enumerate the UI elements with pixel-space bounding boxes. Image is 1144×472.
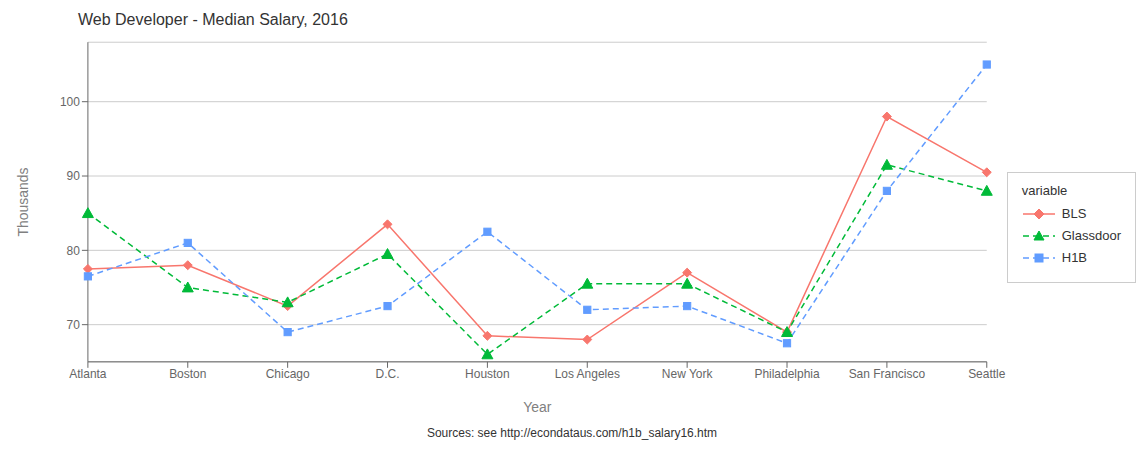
html-text:BLS: BLS <box>1061 206 1087 221</box>
svg-text:Los Angeles: Los Angeles <box>555 367 620 381</box>
html-text:H1B: H1B <box>1061 250 1087 265</box>
svg-text:New York: New York <box>662 367 713 381</box>
html-text:Web Developer - Median Salary,: Web Developer - Median Salary, 2016 <box>78 11 348 28</box>
svg-text:Boston: Boston <box>169 367 206 381</box>
svg-text:Atlanta: Atlanta <box>69 367 107 381</box>
svg-text:80: 80 <box>67 244 81 258</box>
svg-text:100: 100 <box>60 95 80 109</box>
svg-text:Thousands: Thousands <box>15 167 31 236</box>
svg-text:90: 90 <box>67 169 81 183</box>
svg-text:Year: Year <box>523 399 552 415</box>
svg-text:70: 70 <box>67 318 81 332</box>
svg-text:Seattle: Seattle <box>968 367 1006 381</box>
svg-text:Chicago: Chicago <box>266 367 310 381</box>
svg-text:D.C.: D.C. <box>376 367 400 381</box>
html-text:Sources: see http://econdataus: Sources: see http://econdataus.com/h1b_s… <box>426 426 718 440</box>
svg-text:Philadelphia: Philadelphia <box>754 367 820 381</box>
svg-text:San Francisco: San Francisco <box>849 367 926 381</box>
html-text:Glassdoor: Glassdoor <box>1061 228 1121 243</box>
svg-text:Houston: Houston <box>465 367 510 381</box>
html-text:variable: variable <box>1021 182 1068 198</box>
